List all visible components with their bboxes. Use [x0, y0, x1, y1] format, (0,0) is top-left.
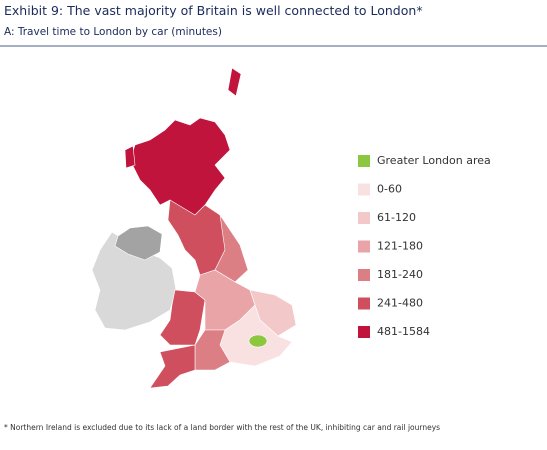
- legend-swatch: [358, 212, 370, 224]
- legend-label: 121-180: [377, 240, 423, 253]
- legend-label: 241-480: [377, 297, 423, 310]
- legend: Greater London area 0-60 61-120 121-180 181-…: [358, 154, 491, 338]
- footnote: * Northern Ireland is excluded due to it…: [4, 423, 440, 432]
- title: Exhibit 9: The vast majority of Britain …: [4, 3, 423, 18]
- legend-swatch: [358, 240, 370, 253]
- legend-label: 481-1584: [377, 325, 430, 338]
- ireland: [91, 231, 177, 331]
- legend-label: Greater London area: [377, 154, 491, 167]
- map: [91, 67, 297, 389]
- legend-label: 181-240: [377, 268, 423, 281]
- greater-london: [248, 334, 268, 348]
- legend-label: 0-60: [377, 183, 402, 196]
- legend-swatch: [358, 183, 370, 196]
- southwest: [194, 329, 231, 371]
- legend-swatch: [358, 269, 370, 281]
- cornwall: [149, 344, 196, 389]
- scotland: [129, 117, 231, 216]
- legend-swatch: [358, 155, 370, 167]
- subtitle: A: Travel time to London by car (minutes…: [4, 26, 222, 38]
- legend-swatch: [358, 326, 370, 338]
- islands: [124, 67, 242, 169]
- legend-swatch: [358, 297, 370, 310]
- legend-label: 61-120: [377, 211, 416, 224]
- northern-ireland: [114, 225, 163, 261]
